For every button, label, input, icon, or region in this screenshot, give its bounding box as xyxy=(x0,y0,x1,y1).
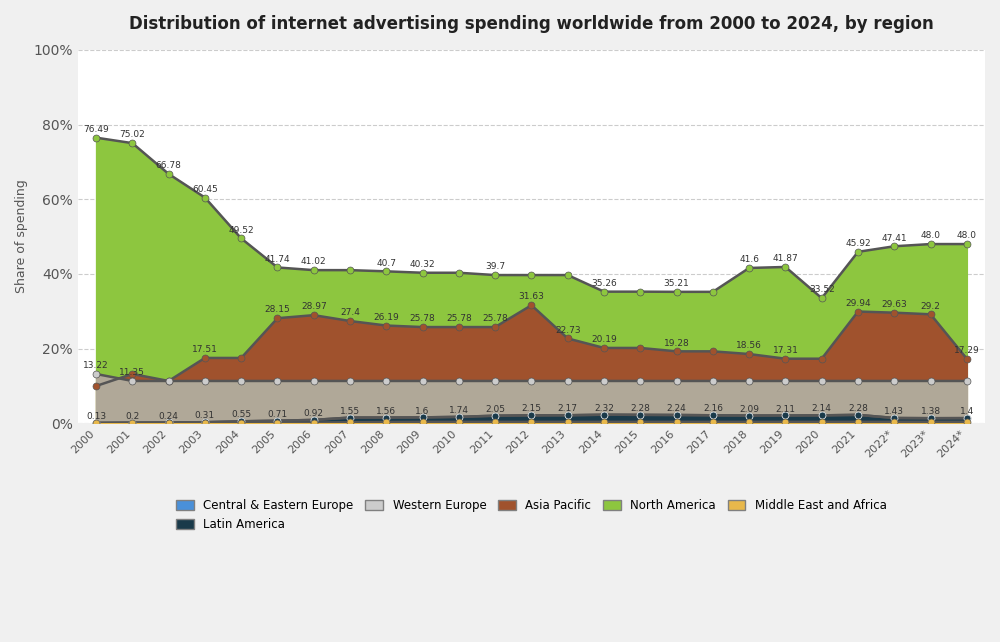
Text: 40.32: 40.32 xyxy=(410,260,435,269)
Text: 2.16: 2.16 xyxy=(703,404,723,413)
Text: 0.92: 0.92 xyxy=(304,409,324,418)
Text: 40.7: 40.7 xyxy=(376,259,396,268)
Text: 41.6: 41.6 xyxy=(739,256,759,265)
Text: 1.55: 1.55 xyxy=(340,406,360,416)
Text: 25.78: 25.78 xyxy=(482,315,508,324)
Text: 60.45: 60.45 xyxy=(192,185,218,194)
Text: 0.55: 0.55 xyxy=(231,410,251,419)
Text: 0.2: 0.2 xyxy=(125,412,139,421)
Text: 28.97: 28.97 xyxy=(301,302,327,311)
Text: 76.49: 76.49 xyxy=(83,125,109,134)
Text: 2.15: 2.15 xyxy=(521,404,541,413)
Text: 2.11: 2.11 xyxy=(775,404,795,413)
Text: 26.19: 26.19 xyxy=(373,313,399,322)
Text: 1.4: 1.4 xyxy=(960,407,974,416)
Title: Distribution of internet advertising spending worldwide from 2000 to 2024, by re: Distribution of internet advertising spe… xyxy=(129,15,934,33)
Text: 29.63: 29.63 xyxy=(881,300,907,309)
Text: 25.78: 25.78 xyxy=(446,315,472,324)
Text: 2.17: 2.17 xyxy=(558,404,578,413)
Text: 25.78: 25.78 xyxy=(410,315,435,324)
Text: 31.63: 31.63 xyxy=(519,293,544,302)
Text: 2.05: 2.05 xyxy=(485,405,505,414)
Text: 11.35: 11.35 xyxy=(119,369,145,377)
Text: 2.09: 2.09 xyxy=(739,404,759,413)
Text: 0.31: 0.31 xyxy=(195,412,215,421)
Text: 20.19: 20.19 xyxy=(591,335,617,344)
Text: 13.22: 13.22 xyxy=(83,361,109,370)
Text: 35.26: 35.26 xyxy=(591,279,617,288)
Text: 17.31: 17.31 xyxy=(773,346,798,355)
Text: 1.43: 1.43 xyxy=(884,407,904,416)
Text: 75.02: 75.02 xyxy=(119,130,145,139)
Text: 19.28: 19.28 xyxy=(664,338,689,347)
Legend: Central & Eastern Europe, Latin America, Western Europe, Asia Pacific, North Ame: Central & Eastern Europe, Latin America,… xyxy=(170,493,893,537)
Text: 29.94: 29.94 xyxy=(845,299,871,308)
Y-axis label: Share of spending: Share of spending xyxy=(15,180,28,293)
Text: 17.29: 17.29 xyxy=(954,346,980,355)
Text: 28.15: 28.15 xyxy=(265,306,290,315)
Text: 48.0: 48.0 xyxy=(921,231,941,240)
Text: 2.24: 2.24 xyxy=(667,404,686,413)
Text: 22.73: 22.73 xyxy=(555,325,581,334)
Text: 0.24: 0.24 xyxy=(159,412,179,421)
Text: 2.28: 2.28 xyxy=(848,404,868,413)
Text: 49.52: 49.52 xyxy=(228,225,254,235)
Text: 41.02: 41.02 xyxy=(301,257,327,266)
Text: 48.0: 48.0 xyxy=(957,231,977,240)
Text: 1.38: 1.38 xyxy=(921,407,941,416)
Text: 0.13: 0.13 xyxy=(86,412,106,421)
Text: 41.74: 41.74 xyxy=(265,255,290,264)
Text: 0.71: 0.71 xyxy=(267,410,288,419)
Text: 18.56: 18.56 xyxy=(736,342,762,351)
Text: 45.92: 45.92 xyxy=(845,239,871,248)
Text: 47.41: 47.41 xyxy=(881,234,907,243)
Text: 33.52: 33.52 xyxy=(809,286,835,295)
Text: 2.14: 2.14 xyxy=(812,404,832,413)
Text: 17.51: 17.51 xyxy=(192,345,218,354)
Text: 39.7: 39.7 xyxy=(485,263,505,272)
Text: 1.56: 1.56 xyxy=(376,406,396,415)
Text: 66.78: 66.78 xyxy=(156,161,182,170)
Text: 35.21: 35.21 xyxy=(664,279,689,288)
Text: 2.28: 2.28 xyxy=(630,404,650,413)
Text: 29.2: 29.2 xyxy=(921,302,941,311)
Text: 27.4: 27.4 xyxy=(340,308,360,317)
Text: 2.32: 2.32 xyxy=(594,404,614,413)
Text: 1.74: 1.74 xyxy=(449,406,469,415)
Text: 41.87: 41.87 xyxy=(773,254,798,263)
Text: 1.6: 1.6 xyxy=(415,406,430,415)
